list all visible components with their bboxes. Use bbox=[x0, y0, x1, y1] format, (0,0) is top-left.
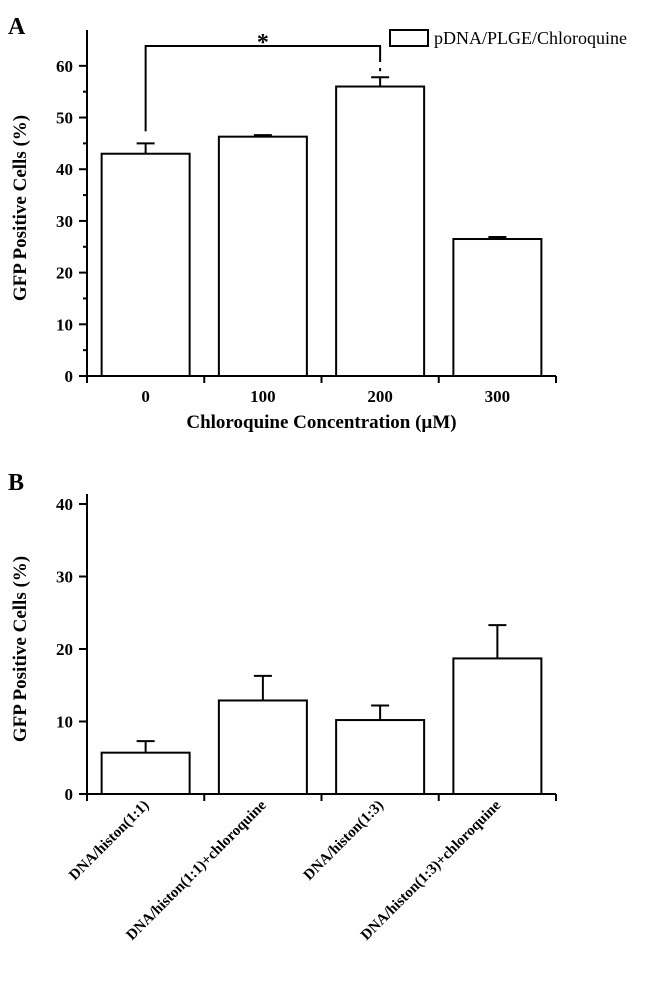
panel-a-y-tick-label: 0 bbox=[65, 367, 74, 386]
panel-a-legend-label: pDNA/PLGE/Chloroquine bbox=[434, 28, 627, 48]
panel-a-y-tick-label: 50 bbox=[56, 109, 73, 128]
panel-a-y-tick-label: 30 bbox=[56, 212, 73, 231]
panel-b-x-tick-label: DNA/histon(1:1)+chloroquine bbox=[123, 797, 269, 943]
panel-a-bar bbox=[452, 238, 543, 377]
panel-b-bar bbox=[335, 719, 426, 795]
panel-b-x-tick-label: DNA/histon(1:3)+chloroquine bbox=[358, 797, 504, 943]
panel-a-x-tick-label: 300 bbox=[485, 387, 511, 406]
panel-a-y-tick-label: 20 bbox=[56, 264, 73, 283]
panel-b-label: B bbox=[8, 470, 24, 496]
panel-a-x-axis-title: Chloroquine Concentration (µM) bbox=[186, 412, 456, 433]
panel-b-x-tick-label: DNA/histon(1:1) bbox=[66, 798, 152, 884]
panel-a-bar bbox=[335, 85, 426, 378]
panel-a-y-tick-label: 40 bbox=[56, 160, 73, 179]
panel-a-legend-swatch bbox=[389, 29, 429, 47]
panel-a-y-tick-label: 60 bbox=[56, 57, 73, 76]
panel-a-y-axis-title: GFP Positive Cells (%) bbox=[10, 115, 31, 301]
panel-b-bar bbox=[100, 751, 191, 795]
panel-b-y-tick-label: 0 bbox=[65, 785, 74, 804]
panel-a-bar bbox=[100, 152, 191, 377]
panel-b-bar bbox=[217, 699, 308, 795]
panel-a-bar bbox=[217, 135, 308, 377]
panel-b-y-axis-title: GFP Positive Cells (%) bbox=[10, 556, 31, 742]
panel-b-y-tick-label: 10 bbox=[56, 713, 73, 732]
panel-b-y-tick-label: 30 bbox=[56, 568, 73, 587]
panel-b-bar bbox=[452, 657, 543, 795]
panel-a-label: A bbox=[8, 14, 26, 40]
panel-a-significance-marker: * bbox=[257, 30, 269, 56]
panel-a-x-tick-label: 200 bbox=[367, 387, 393, 406]
panel-a-x-tick-label: 0 bbox=[141, 387, 150, 406]
panel-a-x-tick-label: 100 bbox=[250, 387, 276, 406]
panel-b-x-tick-label: DNA/histon(1:3) bbox=[301, 798, 387, 884]
panel-b-y-tick-label: 40 bbox=[56, 495, 73, 514]
panel-a-y-tick-label: 10 bbox=[56, 315, 73, 334]
panel-a-significance-bracket bbox=[144, 45, 382, 132]
panel-b-y-tick-label: 20 bbox=[56, 640, 73, 659]
